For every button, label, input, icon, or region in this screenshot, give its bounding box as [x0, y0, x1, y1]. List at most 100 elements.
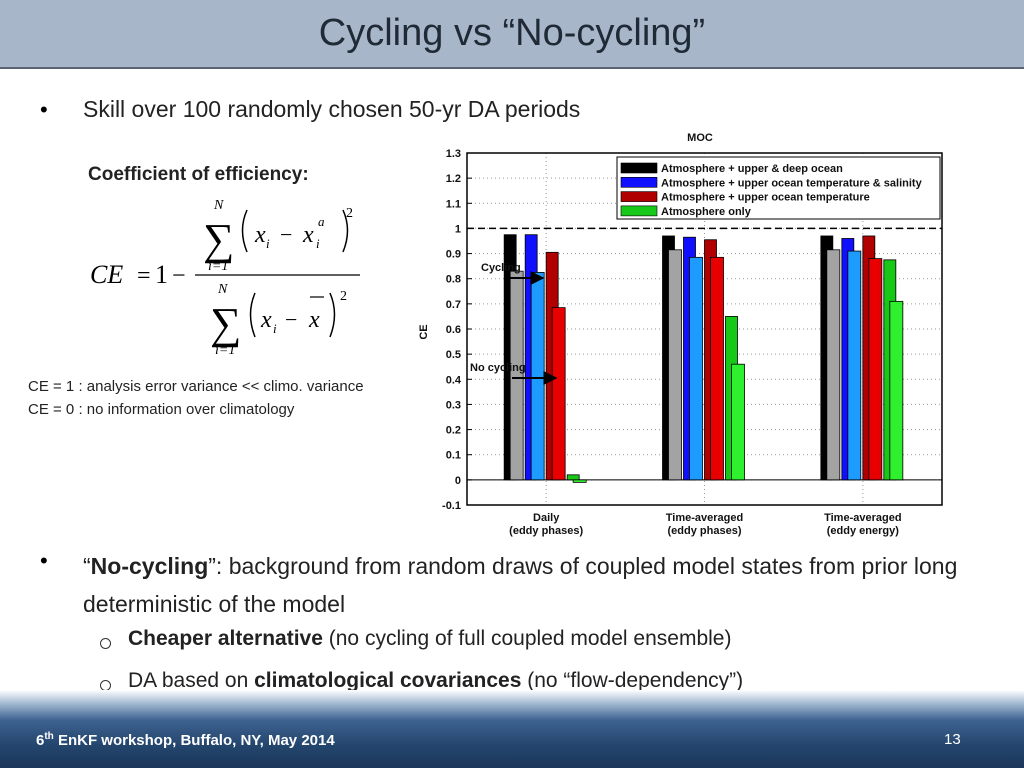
bold-text: Cheaper alternative: [128, 627, 323, 650]
formula-text: CE: [90, 260, 123, 289]
y-tick-label: 0.7: [446, 299, 461, 311]
plot-frame: [466, 152, 943, 506]
text: (no cycling of full coupled model ensemb…: [322, 627, 732, 650]
bar: [868, 258, 883, 481]
bar: [566, 474, 580, 481]
y-tick-label: 0.9: [446, 249, 461, 261]
sub-bullet: Cheaper alternative (no cycling of full …: [128, 627, 731, 651]
y-tick-label: 0.3: [446, 399, 461, 411]
y-tick-label: 0.4: [446, 374, 462, 386]
formula-text: i: [316, 236, 320, 251]
chart-title: MOC: [687, 132, 713, 144]
formula-text: i=1: [208, 259, 228, 274]
x-tick-label: Daily: [533, 512, 560, 524]
legend-label: Atmosphere + upper & deep ocean: [661, 163, 843, 175]
formula-text: i: [273, 321, 277, 336]
formula-label: Coefficient of efficiency:: [88, 164, 309, 185]
legend-label: Atmosphere + upper ocean temperature: [661, 192, 870, 204]
x-tick-label: Time-averaged: [666, 512, 743, 524]
title-bar: [0, 0, 1024, 69]
sub-bullet: DA based on climatological covariances (…: [128, 669, 743, 693]
bullet-marker: •: [40, 548, 48, 573]
y-tick-label: 1.1: [446, 198, 461, 210]
bar: [572, 479, 587, 483]
bar: [889, 300, 904, 481]
bar: [551, 307, 566, 481]
bullet-text: “No-cycling”: background from random dra…: [83, 547, 993, 623]
bar: [530, 272, 545, 481]
note: CE = 1 : analysis error variance << clim…: [28, 378, 364, 395]
note: CE = 0 : no information over climatology: [28, 401, 295, 418]
text: EnKF workshop, Buffalo, NY, May 2014: [53, 732, 335, 749]
y-tick-label: 0.2: [446, 425, 461, 437]
text: th: [44, 731, 54, 742]
bar: [826, 249, 841, 481]
y-tick-label: 0.1: [446, 450, 461, 462]
slide-title: Cycling vs “No-cycling”: [318, 12, 706, 54]
x-tick-label: Time-averaged: [824, 512, 901, 524]
page-number: 13: [944, 731, 961, 748]
y-tick-label: 1.2: [446, 173, 461, 185]
bar: [509, 270, 524, 481]
formula-text: N: [217, 282, 228, 297]
text: ”: background from random draws of coupl…: [83, 553, 958, 617]
bar: [847, 250, 862, 481]
legend-swatch: [620, 162, 658, 174]
y-tick-label: 0.6: [446, 324, 461, 336]
formula-text: i: [266, 236, 270, 251]
legend-label: Atmosphere only: [661, 206, 752, 218]
bar: [731, 363, 745, 481]
formula-text: −: [280, 222, 292, 247]
text: “: [83, 553, 91, 579]
bold-text: climatological covariances: [254, 669, 522, 692]
x-tick-label: (eddy energy): [827, 525, 899, 537]
sub-bullet-marker: [100, 638, 111, 649]
formula-text: x: [260, 307, 272, 333]
text: DA based on: [128, 669, 255, 692]
legend-swatch: [620, 191, 658, 202]
text: 6: [36, 732, 45, 749]
y-tick-label: 0.8: [446, 274, 461, 286]
footer: [0, 690, 1024, 768]
annotation: No cycling: [470, 362, 526, 374]
y-tick-label: 0: [455, 475, 461, 487]
bullet-text: Skill over 100 randomly chosen 50-yr DA …: [83, 96, 581, 122]
bullet-marker: •: [40, 97, 48, 122]
annotation: Cycling: [481, 262, 521, 274]
paren: [249, 292, 336, 338]
formula-text: x: [302, 222, 314, 248]
bar: [710, 256, 724, 481]
legend-swatch: [620, 205, 658, 217]
x-tick-label: (eddy phases): [509, 525, 583, 537]
formula-text: x: [308, 307, 320, 333]
footer-text: 6th EnKF workshop, Buffalo, NY, May 2014: [36, 731, 335, 749]
formula-text: i=1: [215, 343, 235, 358]
legend-swatch: [620, 177, 658, 188]
formula-text: N: [213, 198, 224, 213]
formula-text: 2: [346, 206, 353, 221]
formula-text: =: [137, 263, 151, 289]
formula-text: 2: [340, 289, 347, 304]
formula-text: a: [318, 214, 325, 229]
sum-sign: ∑: [203, 215, 234, 264]
y-tick-label: 1.3: [446, 148, 461, 160]
formula-text: −: [172, 263, 186, 289]
formula-text: x: [254, 222, 266, 248]
bar: [668, 249, 682, 481]
y-axis-label: CE: [418, 324, 430, 339]
y-tick-label: 0.5: [446, 349, 461, 361]
legend-label: Atmosphere + upper ocean temperature & s…: [661, 177, 923, 189]
formula-text: −: [285, 307, 297, 332]
y-tick-label: 1: [455, 223, 461, 235]
y-tick-label: -0.1: [442, 500, 461, 512]
paren: [241, 209, 349, 253]
x-tick-label: (eddy phases): [668, 525, 742, 537]
formula-text: 1: [155, 260, 168, 289]
legend-box: [616, 156, 941, 220]
bar: [689, 256, 703, 481]
text: (no “flow-dependency”): [521, 669, 744, 692]
bold-text: No-cycling: [90, 553, 209, 579]
